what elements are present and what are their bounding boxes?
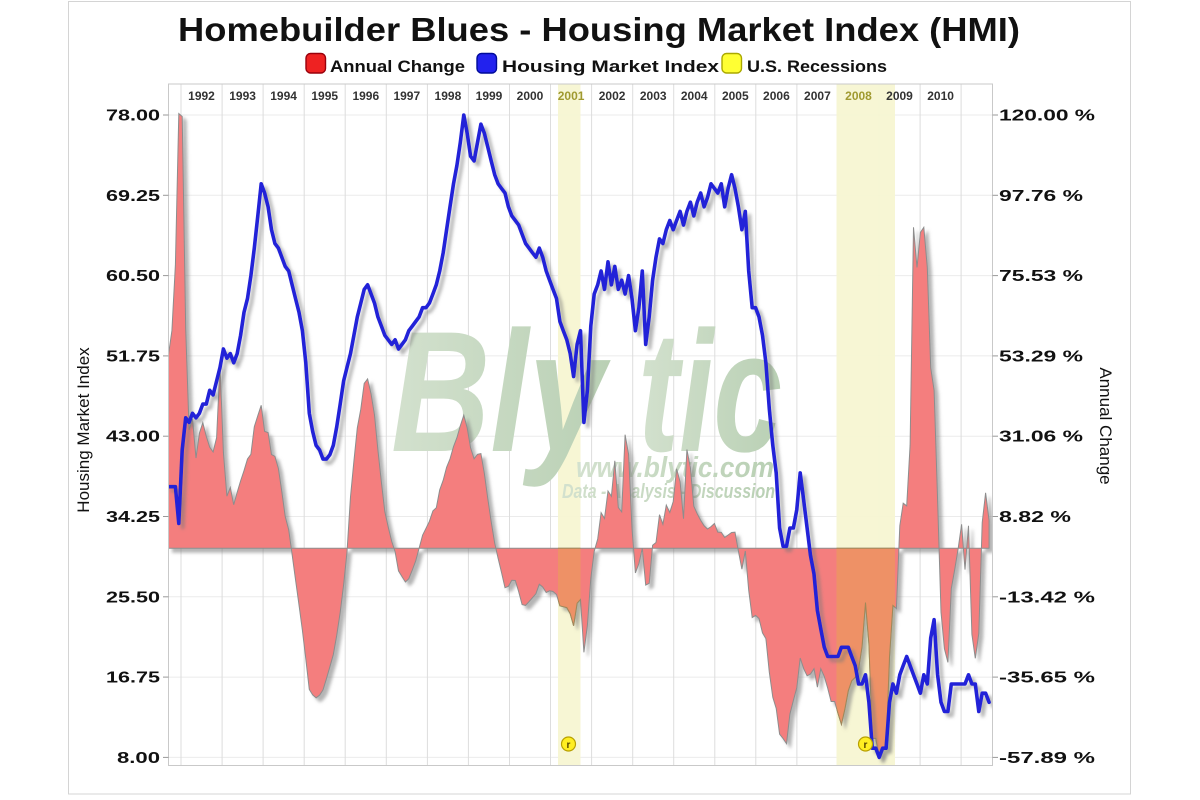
svg-text:2001: 2001 bbox=[558, 89, 585, 103]
svg-text:2005: 2005 bbox=[722, 89, 749, 103]
svg-text:Annual Change: Annual Change bbox=[1096, 367, 1115, 484]
svg-text:1996: 1996 bbox=[352, 89, 379, 103]
svg-text:75.53 %: 75.53 % bbox=[999, 268, 1083, 285]
svg-text:-35.65 %: -35.65 % bbox=[999, 670, 1095, 687]
svg-text:8.82 %: 8.82 % bbox=[999, 509, 1071, 526]
svg-text:16.75: 16.75 bbox=[106, 670, 160, 687]
svg-text:34.25: 34.25 bbox=[106, 509, 160, 526]
svg-text:-13.42 %: -13.42 % bbox=[999, 589, 1095, 606]
svg-text:2003: 2003 bbox=[640, 89, 667, 103]
svg-text:51.75: 51.75 bbox=[106, 348, 160, 365]
svg-text:Bly: Bly bbox=[391, 296, 611, 488]
svg-text:Housing Market Index: Housing Market Index bbox=[502, 58, 720, 76]
svg-text:2000: 2000 bbox=[517, 89, 544, 103]
svg-text:1992: 1992 bbox=[188, 89, 215, 103]
svg-text:Housing Market Index: Housing Market Index bbox=[74, 347, 93, 513]
svg-text:Annual Change: Annual Change bbox=[330, 58, 465, 76]
svg-text:78.00: 78.00 bbox=[106, 108, 160, 125]
svg-text:60.50: 60.50 bbox=[106, 268, 160, 285]
svg-text:1995: 1995 bbox=[311, 89, 338, 103]
svg-text:43.00: 43.00 bbox=[106, 429, 160, 446]
svg-text:97.76 %: 97.76 % bbox=[999, 188, 1083, 205]
svg-text:2009: 2009 bbox=[886, 89, 913, 103]
svg-text:25.50: 25.50 bbox=[106, 589, 160, 606]
svg-text:2006: 2006 bbox=[763, 89, 790, 103]
svg-text:1994: 1994 bbox=[270, 89, 297, 103]
svg-text:r: r bbox=[864, 740, 868, 751]
svg-text:r: r bbox=[567, 740, 571, 751]
svg-text:Data - Analysis - Discussion: Data - Analysis - Discussion bbox=[562, 481, 775, 503]
svg-text:www.blytic.com: www.blytic.com bbox=[576, 452, 774, 484]
svg-text:2008: 2008 bbox=[845, 89, 872, 103]
svg-text:1999: 1999 bbox=[476, 89, 503, 103]
svg-text:Homebuilder Blues - Housing Ma: Homebuilder Blues - Housing Market Index… bbox=[178, 11, 1020, 48]
svg-text:2010: 2010 bbox=[927, 89, 954, 103]
svg-text:U.S. Recessions: U.S. Recessions bbox=[747, 58, 887, 76]
svg-text:53.29 %: 53.29 % bbox=[999, 348, 1083, 365]
svg-text:-57.89 %: -57.89 % bbox=[999, 750, 1095, 767]
svg-text:tic: tic bbox=[638, 296, 782, 488]
svg-text:120.00 %: 120.00 % bbox=[999, 108, 1095, 125]
svg-text:8.00: 8.00 bbox=[117, 750, 160, 767]
svg-text:1993: 1993 bbox=[229, 89, 256, 103]
svg-text:1997: 1997 bbox=[393, 89, 420, 103]
svg-text:2002: 2002 bbox=[599, 89, 626, 103]
svg-text:31.06 %: 31.06 % bbox=[999, 429, 1083, 446]
svg-text:1998: 1998 bbox=[435, 89, 462, 103]
svg-text:69.25: 69.25 bbox=[106, 188, 160, 205]
svg-text:2004: 2004 bbox=[681, 89, 708, 103]
svg-text:2007: 2007 bbox=[804, 89, 831, 103]
